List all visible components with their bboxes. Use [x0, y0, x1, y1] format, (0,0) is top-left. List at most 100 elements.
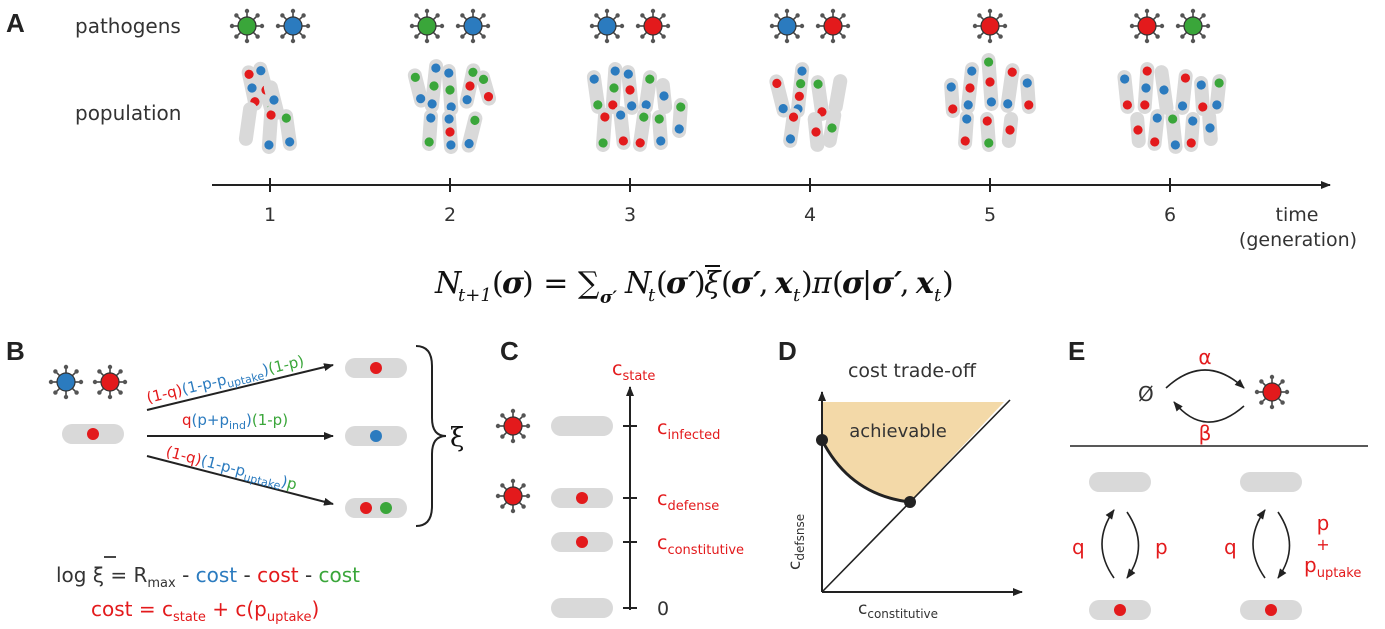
level-infected: cinfected: [657, 417, 720, 443]
bacterium-cell: [822, 108, 842, 148]
bacterium-cell: [632, 108, 652, 152]
bacterium-cell: [422, 109, 438, 151]
virus-red-body: [503, 416, 523, 436]
cell-state-dot: [424, 137, 434, 147]
time-tick-label: 4: [804, 204, 816, 226]
bacterium-cell: [424, 59, 444, 113]
bacterium-cell: [238, 102, 258, 146]
bacterium-cell: [586, 70, 606, 114]
y-axis-label: cdefsnse: [785, 514, 807, 570]
svg-text:): ): [801, 266, 813, 301]
arrow2-label: q(p+pind)(1-p): [182, 411, 288, 432]
cell-state-dot: [1198, 102, 1208, 112]
panel-b: B (1-q)(1-p-puptake)(1-p) q(p+pind)(1-p)…: [6, 336, 464, 625]
cell-state-dot: [598, 138, 608, 148]
cell-state-dot: [465, 81, 475, 91]
empty-set-symbol: Ø: [1138, 382, 1154, 406]
virus-body: [463, 16, 483, 36]
rate-q: q: [1072, 535, 1085, 559]
offspring-cell-red-green: [345, 498, 407, 518]
bacterium-cell: [652, 110, 668, 150]
achievable-label: achievable: [849, 421, 947, 442]
cell-state-dot: [370, 430, 382, 442]
cell-state-dot: [796, 79, 806, 89]
cell-state-dot: [948, 104, 958, 114]
cell-state-dot: [817, 107, 827, 117]
beta-arrow: [1173, 401, 1245, 423]
virus-body: [417, 16, 437, 36]
svg-text:N: N: [624, 266, 653, 301]
cell-state-dot: [444, 114, 454, 124]
panel-d: D cost trade-off achievable cdefsnse cco…: [778, 336, 1023, 621]
row-label-population: population: [75, 101, 181, 125]
cell-state-dot: [656, 136, 666, 146]
rate-q: q: [1224, 535, 1237, 559]
bacterium-cell: [769, 74, 791, 118]
cell-state-dot: [478, 74, 489, 84]
cell-state-dot: [426, 113, 436, 123]
svg-text:ξ: ξ: [704, 266, 722, 301]
svg-text:,: ,: [900, 266, 910, 301]
bacterium-cell: [944, 78, 960, 118]
cell-state-dot: [1188, 116, 1198, 126]
bacterium-cell: [1020, 74, 1036, 114]
cell-state-dot: [618, 136, 628, 146]
population-row: [238, 53, 1227, 154]
svg-text:log ξ = Rmax - cost - cost - c: log ξ = Rmax - cost - cost - cost: [56, 563, 360, 591]
cell-state-dot: [963, 100, 973, 110]
cell-state-dot: [468, 67, 478, 77]
cell-state-dot: [1214, 78, 1224, 88]
cell-state-dot: [623, 69, 633, 79]
bacterium-cell: [655, 78, 673, 114]
achievable-region: [822, 402, 1004, 502]
cell-body: [790, 62, 810, 118]
row-label-pathogens: pathogens: [75, 14, 181, 38]
cell-state-dot: [1177, 101, 1188, 111]
cell-state-dot: [627, 101, 637, 111]
svg-text:σ: σ: [502, 266, 525, 301]
level-constitutive: cconstitutive: [657, 532, 744, 558]
cell-state-dot: [1120, 74, 1130, 84]
cell-state-dot: [797, 66, 807, 76]
bacterium-cell: [1000, 63, 1020, 113]
svg-text:cost = cstate + c(puptake): cost = cstate + c(puptake): [91, 597, 319, 625]
rate-p-uptake: puptake: [1304, 553, 1361, 581]
bacterium-cell: [459, 63, 481, 109]
cell-off: [1240, 472, 1302, 492]
naive-cell: [551, 598, 613, 618]
cell-state-dot: [360, 502, 372, 514]
bacterium-cell: [1202, 110, 1218, 146]
cell-state-dot: [380, 502, 392, 514]
rate-p: p: [1155, 535, 1168, 559]
cell-body: [238, 102, 258, 146]
time-tick-label: 3: [624, 204, 636, 226]
level-defense: cdefense: [657, 488, 719, 514]
bacterium-cell: [1165, 110, 1183, 154]
cell-state-dot: [1205, 123, 1215, 133]
x-axis-label: cconstitutive: [858, 599, 938, 621]
cell-state-dot: [827, 123, 837, 133]
cell-state-dot: [1150, 137, 1160, 147]
cell-state-dot: [593, 100, 603, 110]
cell-state-dot: [446, 140, 456, 150]
cell-state-dot: [285, 137, 295, 147]
svg-text:σ: σ: [842, 266, 865, 301]
svg-text:,: ,: [759, 266, 769, 301]
cell-state-dot: [244, 69, 254, 79]
cell-state-dot: [1140, 100, 1150, 110]
cell-state-dot: [266, 110, 276, 120]
bacterium-cell: [810, 75, 830, 121]
panel-e-label: E: [1068, 336, 1085, 366]
cell-state-dot: [1003, 99, 1013, 109]
svg-text:σ′: σ′: [600, 288, 618, 308]
panel-d-label: D: [778, 336, 797, 366]
cell-state-dot: [772, 78, 782, 88]
svg-text:x: x: [915, 266, 935, 301]
bacterium-cell: [958, 110, 974, 150]
cell-state-dot: [370, 362, 382, 374]
cell-state-dot: [416, 94, 426, 104]
bacterium-cell: [621, 65, 639, 115]
cell-state-dot: [576, 536, 588, 548]
log-fitness-equation: log ξ = Rmax - cost - cost - cost: [56, 563, 360, 591]
level-zero: 0: [657, 598, 669, 620]
